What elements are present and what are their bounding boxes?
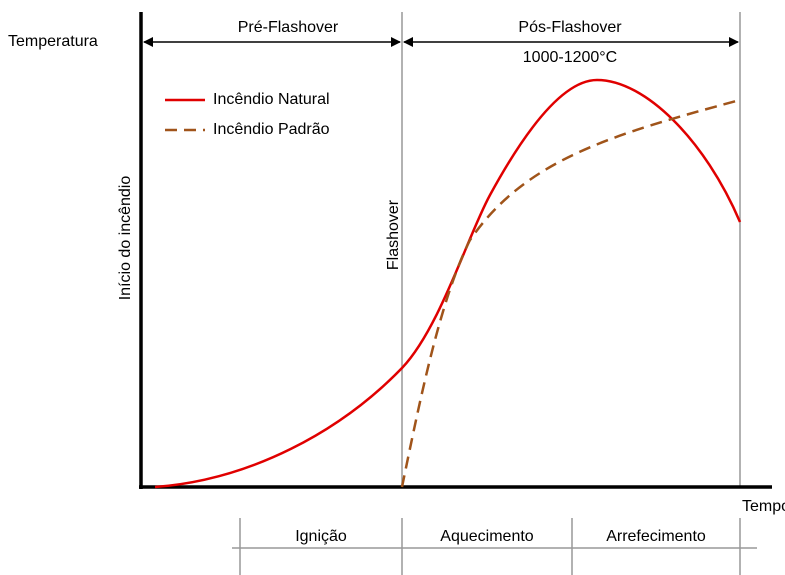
phase-label: Pós-Flashover xyxy=(518,19,622,36)
flashover-label: Flashover xyxy=(385,199,402,270)
phase-label: Pré-Flashover xyxy=(238,19,339,36)
legend-label: Incêndio Padrão xyxy=(213,121,330,138)
natural-fire-curve xyxy=(154,78,742,489)
start-label: Início do incêndio xyxy=(117,176,134,301)
standard-fire-curve xyxy=(400,98,741,488)
legend-label: Incêndio Natural xyxy=(213,91,330,108)
stage-label: Ignição xyxy=(295,528,347,545)
stage-label: Aquecimento xyxy=(440,528,533,545)
phase-note: 1000-1200°C xyxy=(523,49,617,66)
stage-label: Arrefecimento xyxy=(606,528,706,545)
y-axis-label: Temperatura xyxy=(8,33,98,50)
x-axis-label: Tempo xyxy=(742,498,785,515)
